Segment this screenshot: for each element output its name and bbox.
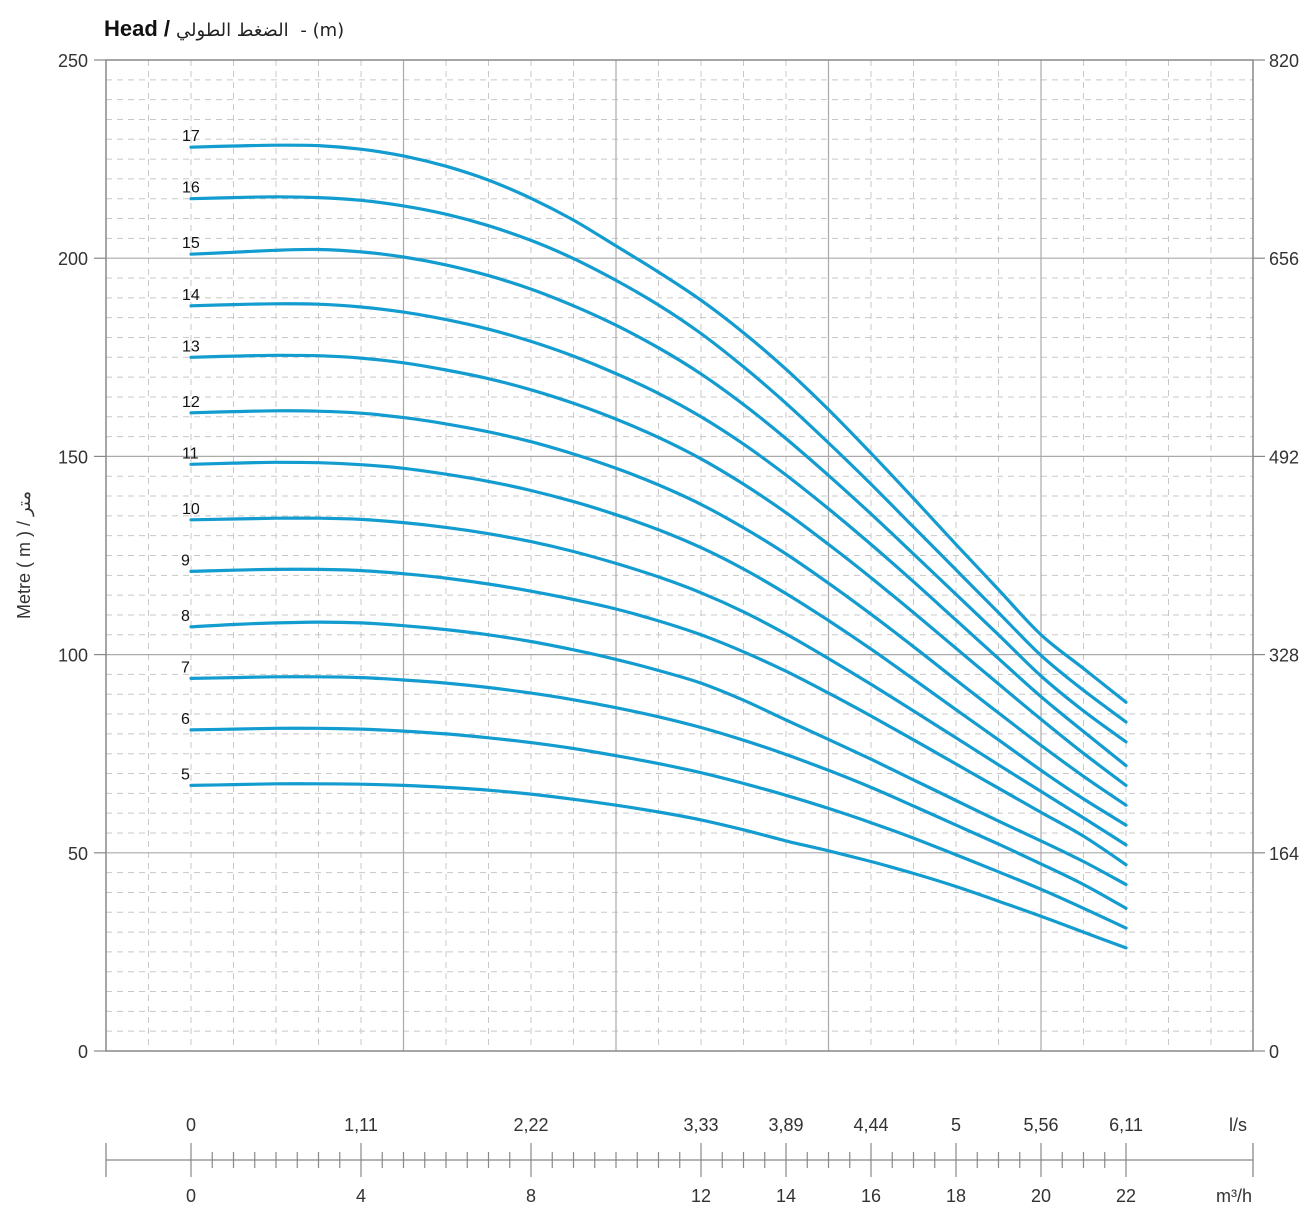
series-label-7: 7 [181, 659, 190, 676]
right-tick-label: 0 [1269, 1042, 1279, 1062]
flow-ls-tick-label: 0 [186, 1115, 196, 1135]
right-tick-label: 328 [1269, 646, 1299, 666]
flow-m3h-tick-label: 12 [691, 1186, 711, 1206]
flow-m3h-tick-label: 20 [1031, 1186, 1051, 1206]
series-label-15: 15 [182, 235, 200, 252]
series-line-15 [189, 247, 1128, 744]
series-line-14 [189, 302, 1128, 768]
series-line-9 [189, 567, 1128, 867]
series-label-12: 12 [182, 394, 200, 411]
left-tick-label: 0 [78, 1042, 88, 1062]
right-axis-ticks: 0 164 328 492 656 820 [1253, 51, 1299, 1062]
flow-ls-tick-label: 1,11 [344, 1115, 378, 1135]
flow-ls-tick-label: 2,22 [513, 1115, 548, 1135]
series-label-5: 5 [181, 766, 190, 783]
series-label-9: 9 [181, 552, 190, 569]
left-tick-label: 250 [58, 51, 88, 71]
series-line-10 [189, 516, 1128, 847]
series-line-16 [189, 195, 1128, 724]
flow-ls-tick-label: 3,33 [683, 1115, 718, 1135]
flow-m3h-unit: m³/h [1216, 1186, 1252, 1206]
right-tick-label: 820 [1269, 51, 1299, 71]
y-axis-label: Metre ( m ) / متر [14, 491, 35, 619]
flow-m3h-tick-label: 8 [526, 1186, 536, 1206]
flow-m3h-tick-label: 0 [186, 1186, 196, 1206]
flow-m3h-tick-label: 18 [946, 1186, 966, 1206]
series-label-14: 14 [182, 287, 200, 304]
flow-ls-tick-label: 3,89 [768, 1115, 803, 1135]
chart-title-prefix: Head / [104, 16, 170, 41]
right-tick-label: 164 [1269, 844, 1299, 864]
series-line-11 [189, 460, 1128, 827]
left-tick-label: 100 [58, 646, 88, 666]
series-line-13 [189, 353, 1128, 787]
flow-ls-tick-label: 5,56 [1023, 1115, 1058, 1135]
left-tick-label: 150 [58, 447, 88, 467]
right-tick-label: 656 [1269, 249, 1299, 269]
left-tick-label: 50 [68, 844, 88, 864]
flow-m3h-tick-label: 14 [776, 1186, 796, 1206]
series-label-16: 16 [182, 180, 200, 197]
flow-ls-unit: l/s [1229, 1115, 1247, 1135]
series-label-13: 13 [182, 338, 200, 355]
right-tick-label: 492 [1269, 447, 1299, 467]
left-tick-label: 200 [58, 249, 88, 269]
series-line-6 [189, 726, 1128, 930]
series-line-7 [189, 675, 1128, 910]
series-label-17: 17 [182, 128, 200, 145]
flow-ls-tick-label: 4,44 [853, 1115, 888, 1135]
flow-ls-tick-label: 6,11 [1109, 1115, 1143, 1135]
chart-title-suffix: - (m) [295, 20, 345, 41]
flow-m3h-tick-label: 22 [1116, 1186, 1136, 1206]
series-label-11: 11 [182, 445, 199, 462]
plot-frame [105, 59, 1254, 1052]
series-line-12 [189, 409, 1128, 807]
chart-title-arabic: الضغط الطولي [176, 20, 289, 41]
flow-ls-tick-label: 5 [951, 1115, 961, 1135]
series-label-8: 8 [181, 608, 190, 625]
grid [105, 59, 1254, 1052]
series-line-8 [189, 620, 1128, 887]
series-label-6: 6 [181, 711, 190, 728]
flow-axis: 0 1,11 2,22 3,33 3,89 4,44 5 5,56 6,11 0 4 8 12 14 16 1… [105, 1115, 1254, 1206]
flow-m3h-tick-label: 16 [861, 1186, 881, 1206]
series-line-17 [189, 143, 1128, 704]
series-group: 5 6 7 8 9 10 11 12 13 14 15 16 17 [181, 128, 1128, 950]
left-axis-ticks: 0 50 100 150 200 250 [58, 51, 106, 1062]
series-label-10: 10 [182, 501, 200, 518]
series-line-5 [189, 782, 1128, 950]
chart-title: Head / الضغط الطولي - (m) [104, 16, 344, 41]
flow-m3h-tick-label: 4 [356, 1186, 366, 1206]
